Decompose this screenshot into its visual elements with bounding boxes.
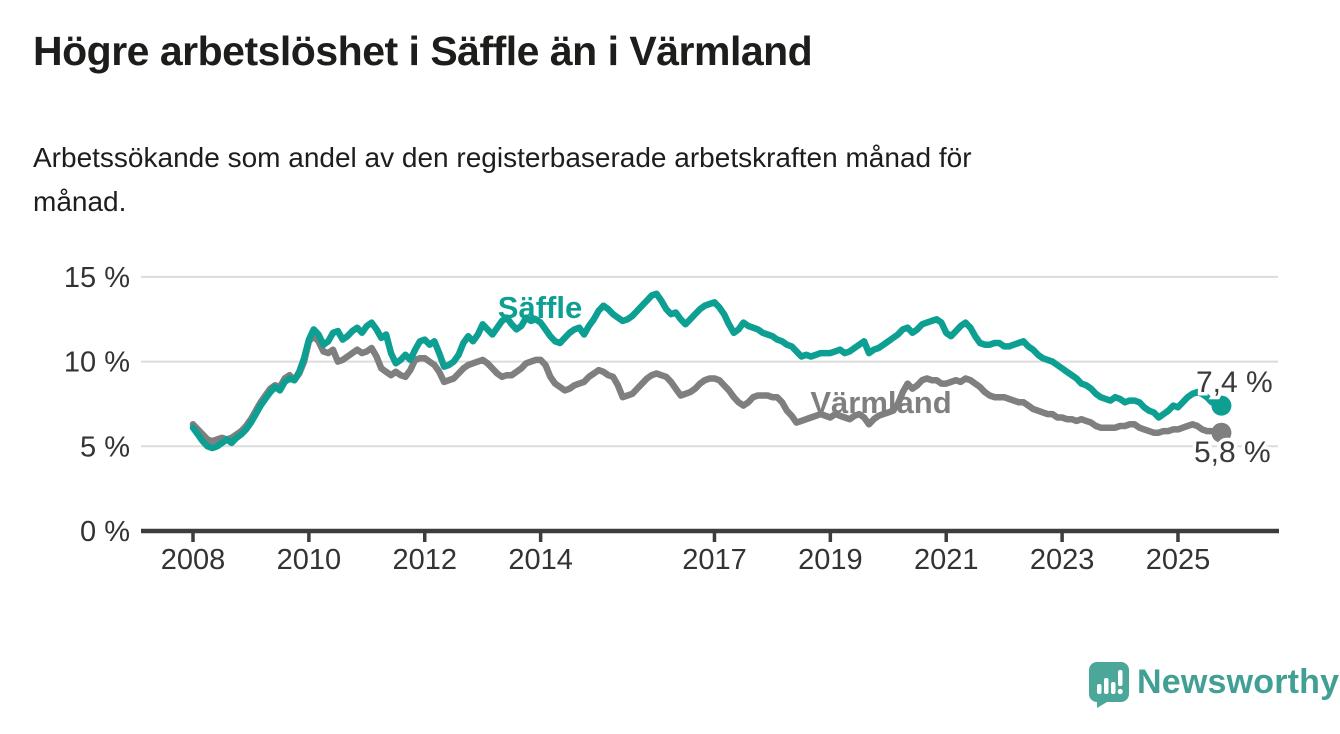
y-axis-label-10: 10 %: [64, 347, 130, 379]
logo-bar-2: [1104, 678, 1109, 694]
x-axis-label-2021: 2021: [914, 544, 979, 576]
x-axis-label-2019: 2019: [798, 544, 863, 576]
logo-exclamation-stem: [1118, 670, 1123, 686]
y-axis-label-15: 15 %: [64, 262, 130, 294]
series-line-säffle: [189, 290, 1225, 452]
speech-bubble-shape: [1089, 662, 1129, 708]
x-axis-label-2012: 2012: [393, 544, 458, 576]
x-axis-label-2023: 2023: [1030, 544, 1095, 576]
series-line-värmland: [189, 332, 1225, 445]
subtitle-line-2: månad.: [33, 186, 127, 217]
x-axis-label-2010: 2010: [277, 544, 342, 576]
chart-subtitle: Arbetssökande som andel av den registerb…: [33, 136, 1273, 224]
x-axis-label-2014: 2014: [508, 544, 573, 576]
logo-bar-1: [1097, 684, 1102, 694]
series-end-dot-säffle: [1211, 395, 1232, 416]
x-axis-label-2025: 2025: [1146, 544, 1211, 576]
series-label-varmland: Värmland: [810, 385, 951, 420]
newsworthy-logo-icon: [1089, 662, 1129, 708]
x-axis-label-2008: 2008: [161, 544, 226, 576]
unemployment-line-chart: 15 % 10 % 5 % 0 % 2008 2010 2012 2014 2017 2019 20…: [64, 262, 1279, 576]
end-value-varmland: 5,8 %: [1194, 436, 1271, 469]
page-title: Högre arbetslöshet i Säffle än i Värmlan…: [33, 28, 813, 74]
series-label-saffle: Säffle: [498, 290, 582, 325]
end-value-saffle: 7,4 %: [1196, 366, 1273, 399]
series-end-dot-värmland: [1211, 422, 1232, 443]
logo-bar-3: [1111, 682, 1116, 694]
newsworthy-logo-text: Newsworthy: [1137, 663, 1340, 701]
subtitle-line-1: Arbetssökande som andel av den registerb…: [33, 142, 972, 173]
y-axis-label-0: 0 %: [80, 516, 130, 548]
logo-exclamation-dot: [1117, 688, 1123, 695]
x-axis-label-2017: 2017: [682, 544, 747, 576]
y-axis-label-5: 5 %: [80, 431, 130, 463]
